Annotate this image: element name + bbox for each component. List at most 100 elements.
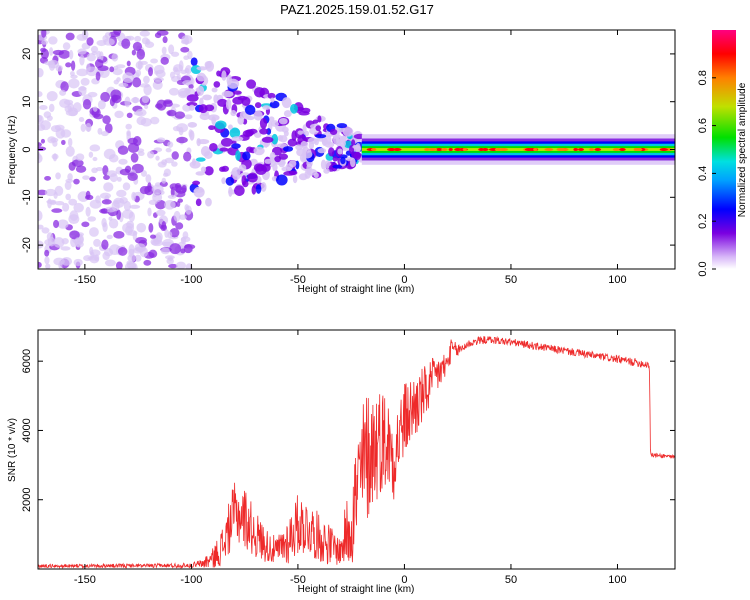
spectrogram-blob (90, 45, 99, 53)
spectrogram-blob (221, 70, 227, 81)
spectrogram-blob (231, 143, 241, 149)
spectrogram-blob (195, 171, 205, 176)
x-tick-label: 100 (608, 574, 626, 586)
spectrogram-blob (62, 42, 71, 50)
spectrogram-blob (97, 99, 106, 110)
spectrogram-blob (89, 176, 96, 182)
spectrogram-blob (178, 60, 184, 72)
spectrogram-blob (97, 127, 103, 135)
spectrogram-blob (118, 158, 128, 165)
spectrogram-blob (124, 165, 132, 173)
spectrogram-blob (85, 190, 91, 200)
spectrogram-blob (39, 104, 48, 110)
spectrogram-blob (234, 185, 245, 196)
spectrogram-blob (228, 186, 233, 197)
spectrogram-blob (49, 47, 54, 56)
spectrogram-blob (251, 185, 257, 195)
spectrogram-blob (91, 167, 98, 174)
spectrogram-blob (186, 94, 199, 102)
spectrogram-blob (169, 71, 175, 79)
spectrogram-blob (121, 38, 131, 49)
spectrogram-blob (288, 160, 297, 168)
colorbar-label: Normalized spectral amplitude (737, 82, 748, 217)
spectrogram-blob (102, 35, 109, 43)
spectrogram-blob (118, 82, 129, 88)
spectrogram-blob (87, 91, 98, 98)
spectrogram-blob (241, 96, 251, 107)
spectrogram-blob (122, 209, 134, 219)
snr-series-line (38, 335, 675, 569)
spectrogram-blob (44, 175, 52, 181)
snr-y-ticks: 2000 4000 6000 (21, 349, 675, 512)
spectrogram-blob (155, 209, 166, 216)
spectrogram-peak (558, 148, 569, 151)
spectrogram-blob (155, 155, 160, 161)
spectrogram-blob (262, 105, 271, 110)
spectrogram-blob (162, 36, 168, 44)
spectrogram-blob (127, 142, 140, 153)
spectrogram-blob (114, 110, 124, 119)
spectrogram-blob (231, 167, 241, 177)
spectrogram-blob (211, 87, 218, 93)
spectrogram-blob (103, 148, 116, 160)
spectrogram-blob (110, 89, 122, 101)
spectrogram-blob (182, 80, 193, 86)
snr-frame (37, 329, 676, 570)
spectrogram-blob (101, 131, 109, 137)
y-tick-label: -20 (21, 237, 33, 253)
spectrogram-blob (253, 110, 263, 121)
spectrogram-blob (326, 134, 332, 145)
spectrogram-blob (242, 151, 251, 161)
spectrogram-blob (279, 135, 288, 143)
spectrogram-blob (44, 256, 50, 265)
spectrogram-blob (178, 126, 184, 136)
spectrogram-blob (148, 249, 158, 258)
spectrogram-blob (161, 159, 168, 166)
spectrogram-blob (112, 68, 123, 76)
spectrogram-blob (116, 189, 127, 198)
spectrogram-blob (78, 86, 87, 91)
spectrogram-peak (370, 148, 377, 151)
spectrogram-blob (134, 254, 142, 262)
spectrogram-blob (196, 85, 205, 96)
spectrogram-blob (100, 208, 108, 214)
spectrogram-blob (104, 259, 116, 267)
snr-y-axis-label: SNR (10 * v/v) (7, 418, 18, 482)
spectrogram-blob (145, 174, 152, 184)
spectrogram-blob (328, 147, 335, 157)
spectrogram-blob (77, 48, 87, 55)
spectrogram-blob (52, 49, 65, 56)
x-tick-label: 50 (505, 574, 517, 586)
spectrogram-blob (134, 243, 146, 252)
spectrogram-blob (213, 94, 219, 104)
spectrogram-peak (533, 148, 538, 151)
spectrogram-peak (499, 148, 507, 151)
spectrogram-blob (55, 128, 66, 139)
spectrogram-blob (53, 237, 65, 248)
spectrogram-blob (184, 204, 189, 211)
spectrogram-blob (68, 49, 74, 60)
spectrogram-blob (349, 157, 356, 168)
spectrogram-blob (190, 57, 198, 66)
spectrogram-blob (329, 128, 338, 136)
spectrogram-blob (254, 132, 262, 138)
spectrogram-blob (162, 172, 169, 177)
spectrogram-blob (92, 106, 98, 112)
spectrogram-blob (94, 254, 100, 262)
spectrogram-blob (140, 117, 152, 127)
spectrogram-blob (150, 234, 157, 239)
spectrogram-peak (589, 148, 595, 151)
spectrogram-blob (195, 198, 202, 207)
spectrogram-blob (128, 265, 135, 269)
spectrogram-blob (162, 100, 173, 107)
spectrogram-blob (67, 137, 73, 147)
spectrogram-blob (140, 170, 148, 177)
snr-background (38, 330, 675, 569)
spectrogram-blob (269, 100, 280, 109)
spectrogram-blob (79, 54, 85, 66)
spectrogram-blob (48, 103, 55, 113)
spectrogram-blob (215, 120, 227, 130)
spectrogram-blob (213, 81, 221, 88)
spectrogram-blob (193, 188, 204, 193)
